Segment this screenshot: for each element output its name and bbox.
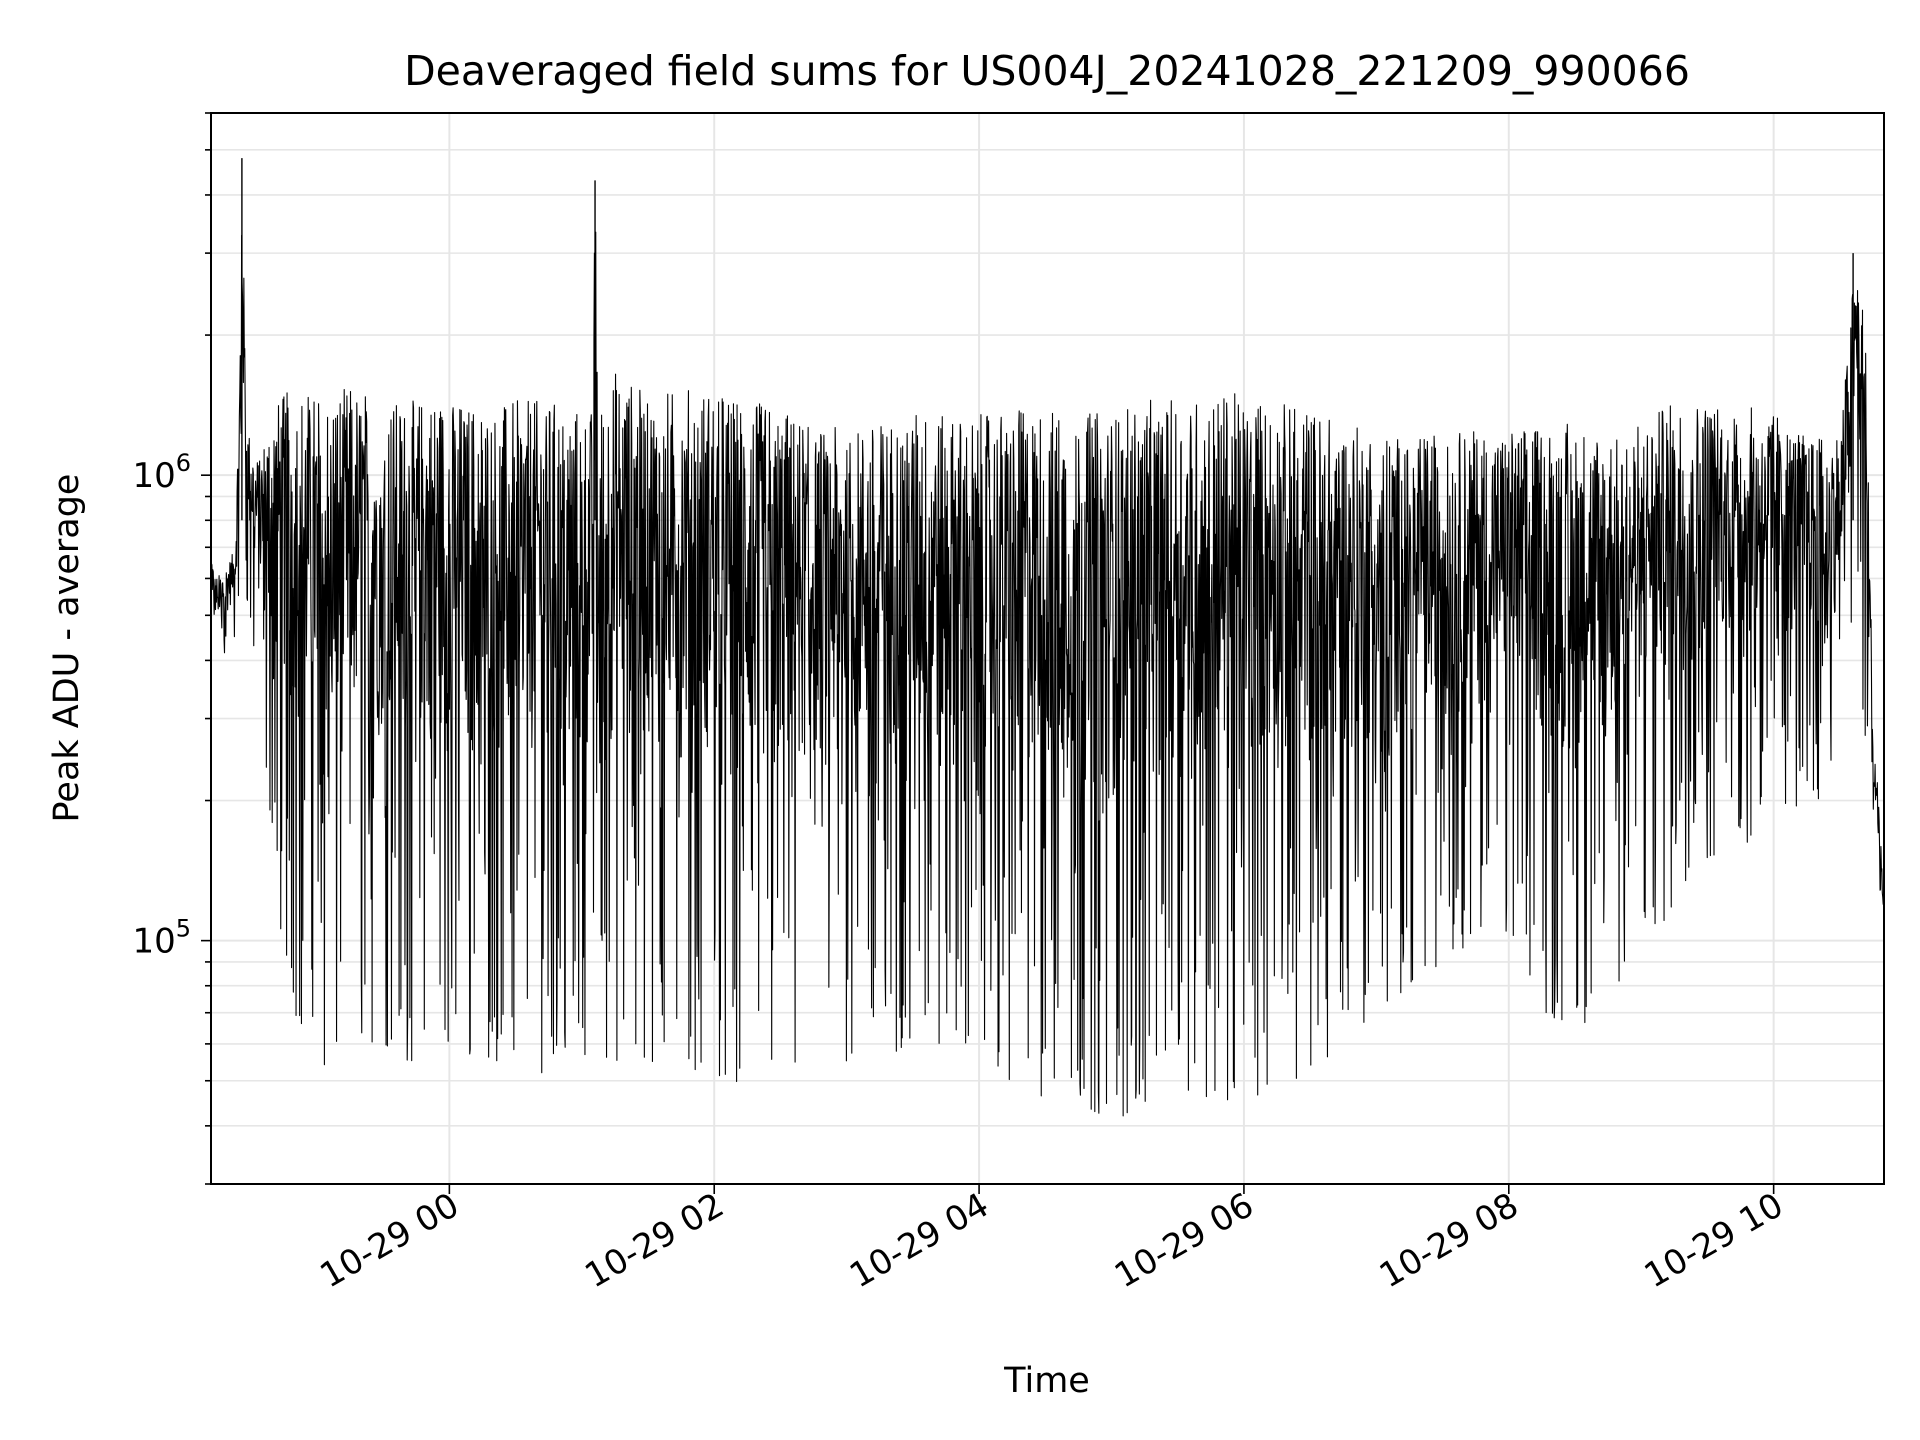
y-tick-label: 106 [132, 449, 191, 496]
series-line [211, 231, 1884, 1117]
y-tick-label: 105 [132, 915, 191, 962]
y-axis-label: Peak ADU - average [47, 474, 87, 823]
chart-title: Deaveraged field sums for US004J_2024102… [404, 47, 1690, 95]
plot-frame [210, 112, 1885, 1185]
plot-area [211, 158, 1884, 1117]
series-layer [211, 158, 1884, 1117]
x-axis-label: Time [1003, 1361, 1090, 1401]
y-axis: 105 106 [132, 112, 211, 1185]
